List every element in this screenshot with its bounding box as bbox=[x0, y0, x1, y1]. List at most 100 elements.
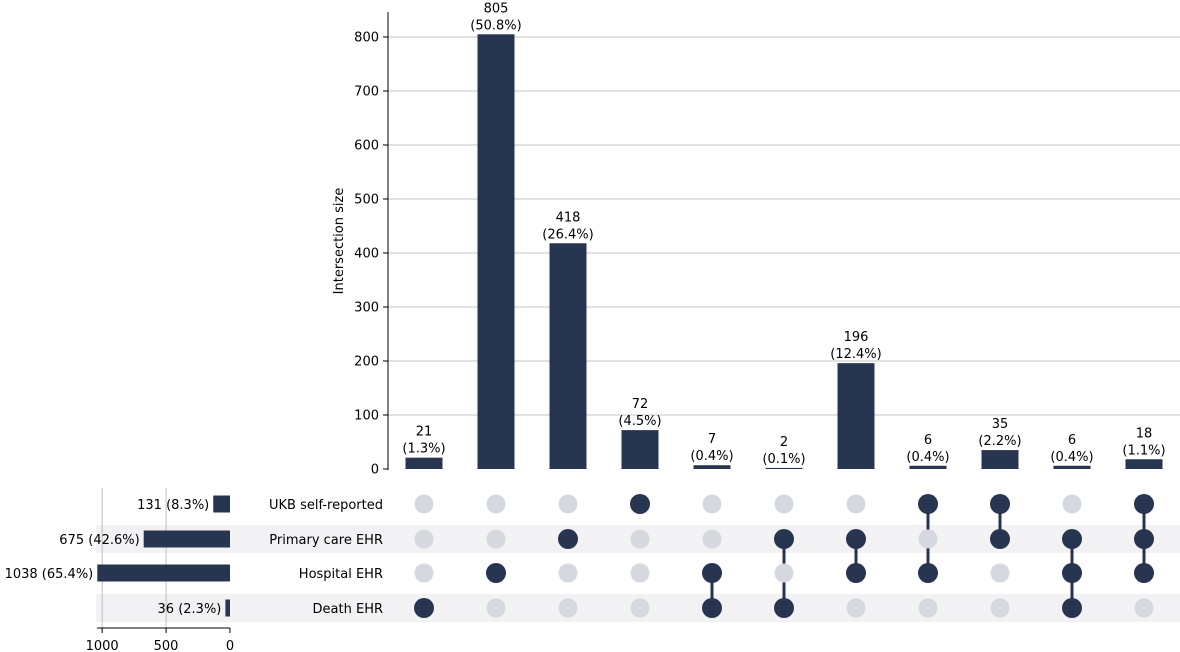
bar-percent-label: (12.4%) bbox=[830, 347, 881, 362]
set-size-bar bbox=[225, 599, 230, 617]
set-size-bar bbox=[213, 495, 230, 513]
y-tick-label: 600 bbox=[354, 139, 379, 154]
y-tick-label: 500 bbox=[354, 193, 379, 208]
matrix-dot-inactive bbox=[774, 494, 794, 514]
bar-count-label: 18 bbox=[1136, 426, 1153, 441]
y-tick-label: 400 bbox=[354, 247, 379, 262]
y-tick-label: 100 bbox=[354, 409, 379, 424]
matrix-dot-inactive bbox=[486, 494, 506, 514]
bar-count-label: 2 bbox=[780, 435, 788, 450]
matrix-dot-inactive bbox=[702, 494, 722, 514]
matrix-dot-active bbox=[486, 563, 506, 583]
set-size-tick-label: 500 bbox=[154, 639, 179, 652]
matrix-dot-active bbox=[558, 529, 578, 549]
matrix-dot-active bbox=[1062, 563, 1082, 583]
intersection-bar-labels: 21 (1.3%) 805 (50.8%) 418 (26.4%) 72 (4.5%) 7 (0.… bbox=[402, 1, 1165, 467]
matrix-dot-inactive bbox=[702, 529, 722, 549]
set-size-bar bbox=[143, 530, 230, 548]
matrix-dot-active bbox=[918, 494, 938, 514]
bar-count-label: 196 bbox=[844, 330, 869, 345]
matrix-dot-active bbox=[846, 529, 866, 549]
bar-percent-label: (1.3%) bbox=[402, 442, 445, 457]
bar-percent-label: (0.4%) bbox=[906, 450, 949, 465]
matrix-dot-inactive bbox=[846, 598, 866, 618]
matrix-dot-active bbox=[702, 598, 722, 618]
set-size-label: 1038 (65.4%) bbox=[5, 567, 94, 582]
matrix-dot-inactive bbox=[630, 598, 650, 618]
intersection-bar bbox=[981, 450, 1019, 469]
matrix-dot-active bbox=[630, 494, 650, 514]
set-size-label: 131 (8.3%) bbox=[137, 498, 209, 513]
matrix-dot-inactive bbox=[1134, 598, 1154, 618]
y-axis: 0 100 200 300 400 500 600 700 800 bbox=[354, 12, 389, 478]
matrix-dot-inactive bbox=[918, 529, 938, 549]
bar-percent-label: (1.1%) bbox=[1122, 443, 1165, 458]
set-size-label: 36 (2.3%) bbox=[158, 602, 222, 617]
matrix-dot-inactive bbox=[486, 529, 506, 549]
bar-count-label: 805 bbox=[484, 1, 509, 16]
matrix-dot-inactive bbox=[630, 563, 650, 583]
bar-percent-label: (4.5%) bbox=[618, 414, 661, 429]
set-size-label: 675 (42.6%) bbox=[59, 533, 139, 548]
matrix-dot-inactive bbox=[990, 598, 1010, 618]
matrix-dot-inactive bbox=[486, 598, 506, 618]
matrix-dot-inactive bbox=[630, 529, 650, 549]
intersection-bars bbox=[405, 34, 1163, 470]
matrix-dot-inactive bbox=[918, 598, 938, 618]
bar-percent-label: (0.4%) bbox=[690, 449, 733, 464]
intersection-bar bbox=[837, 363, 875, 469]
matrix-dot-inactive bbox=[990, 563, 1010, 583]
matrix-dot-inactive bbox=[558, 494, 578, 514]
set-size-tick-label: 0 bbox=[226, 639, 234, 652]
set-name-labels: UKB self-reported Primary care EHR Hospita… bbox=[269, 498, 383, 617]
matrix-dot-active bbox=[1134, 563, 1154, 583]
matrix-dot-active bbox=[1062, 529, 1082, 549]
intersection-bar bbox=[477, 34, 515, 470]
set-size-axis: 1000 500 0 bbox=[86, 627, 234, 652]
set-size-bar bbox=[97, 564, 230, 582]
bar-count-label: 418 bbox=[556, 210, 581, 225]
intersection-bar bbox=[909, 465, 947, 469]
set-size-labels: 131 (8.3%) 675 (42.6%) 1038 (65.4%) 36 (2.3… bbox=[5, 498, 222, 617]
matrix-dot-active bbox=[846, 563, 866, 583]
matrix-dot-inactive bbox=[414, 563, 434, 583]
grid-lines bbox=[388, 36, 1180, 416]
matrix-dot-active bbox=[1062, 598, 1082, 618]
intersection-bar bbox=[765, 467, 803, 469]
matrix-dot-inactive bbox=[1062, 494, 1082, 514]
bar-count-label: 6 bbox=[1068, 433, 1076, 448]
bar-count-label: 35 bbox=[992, 417, 1009, 432]
matrix-dot-active bbox=[702, 563, 722, 583]
bar-count-label: 72 bbox=[632, 397, 649, 412]
matrix-dot-inactive bbox=[414, 529, 434, 549]
y-axis-label: Intersection size bbox=[332, 188, 347, 295]
matrix-dot-active bbox=[1134, 494, 1154, 514]
bar-count-label: 21 bbox=[416, 425, 433, 440]
y-tick-label: 0 bbox=[371, 463, 379, 478]
bar-count-label: 7 bbox=[708, 432, 716, 447]
set-name-label: Hospital EHR bbox=[299, 567, 383, 582]
bar-percent-label: (0.4%) bbox=[1050, 450, 1093, 465]
intersection-bar bbox=[1053, 465, 1091, 469]
matrix-dot-active bbox=[1134, 529, 1154, 549]
matrix-dot-inactive bbox=[774, 563, 794, 583]
bar-percent-label: (0.1%) bbox=[762, 452, 805, 467]
bar-percent-label: (50.8%) bbox=[470, 18, 521, 33]
matrix-dot-active bbox=[990, 494, 1010, 514]
set-size-grid-lines bbox=[101, 488, 167, 628]
y-tick-label: 700 bbox=[354, 85, 379, 100]
membership-matrix bbox=[414, 494, 1154, 618]
bar-percent-label: (26.4%) bbox=[542, 227, 593, 242]
intersection-bar bbox=[693, 465, 731, 469]
matrix-dot-inactive bbox=[558, 563, 578, 583]
matrix-dot-active bbox=[774, 529, 794, 549]
set-size-tick-label: 1000 bbox=[86, 639, 119, 652]
matrix-dot-active bbox=[774, 598, 794, 618]
matrix-dot-inactive bbox=[846, 494, 866, 514]
intersection-bar bbox=[621, 430, 659, 469]
matrix-dot-active bbox=[990, 529, 1010, 549]
matrix-dot-active bbox=[414, 598, 434, 618]
intersection-bar bbox=[549, 243, 587, 469]
matrix-dot-inactive bbox=[558, 598, 578, 618]
